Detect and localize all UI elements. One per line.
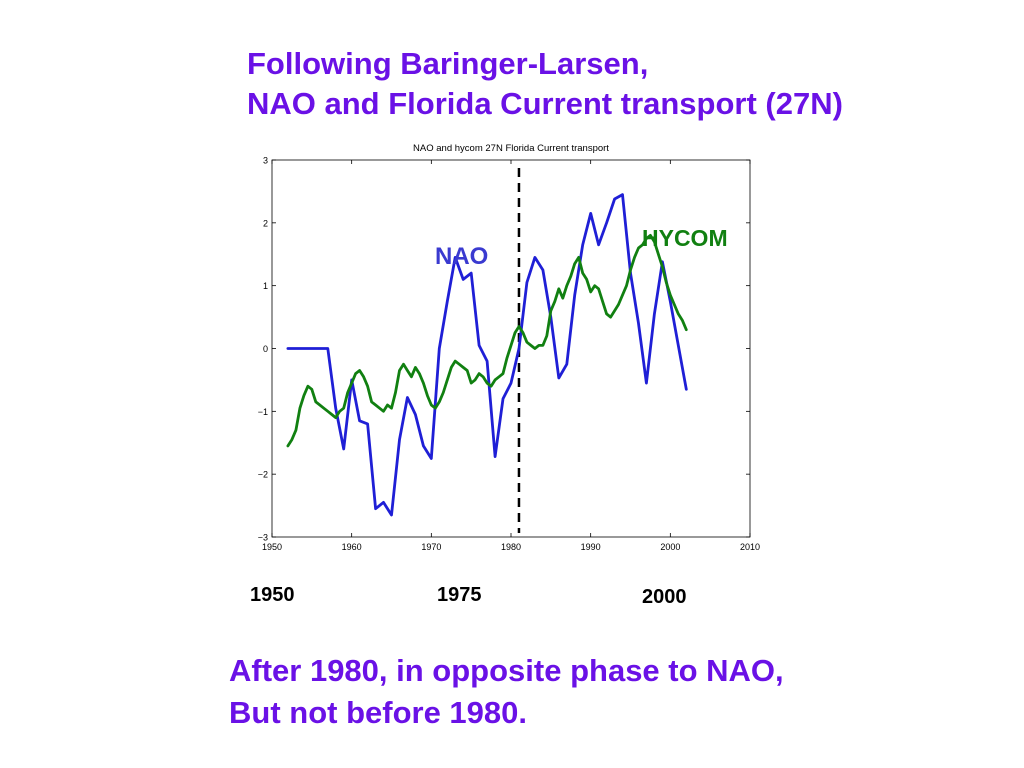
y-tick-label: −3 xyxy=(258,533,268,543)
series-line-hycom xyxy=(286,233,688,448)
series-annotation-hycom: HYCOM xyxy=(642,225,728,251)
series-line-nao xyxy=(286,193,688,517)
x-tick-label: 1960 xyxy=(342,542,362,552)
y-tick-label: −1 xyxy=(258,407,268,417)
footer-line1: After 1980, in opposite phase to NAO, xyxy=(229,653,784,688)
slide-title: Following Baringer-Larsen, NAO and Flori… xyxy=(247,44,843,124)
y-tick-label: 1 xyxy=(263,281,268,291)
x-tick-label: 1970 xyxy=(421,542,441,552)
slide-footer: After 1980, in opposite phase to NAO, Bu… xyxy=(229,650,784,734)
x-tick-label: 2010 xyxy=(740,542,760,552)
y-tick-label: 0 xyxy=(263,344,268,354)
year-label-1975: 1975 xyxy=(437,584,482,606)
y-tick-label: 3 xyxy=(263,156,268,166)
x-tick-label: 1950 xyxy=(262,542,282,552)
y-tick-label: 2 xyxy=(263,218,268,228)
footer-line2: But not before 1980. xyxy=(229,695,527,730)
slide-title-line1: Following Baringer-Larsen, xyxy=(247,46,649,81)
year-label-2000: 2000 xyxy=(642,586,687,608)
x-tick-label: 2000 xyxy=(660,542,680,552)
y-tick-label: −2 xyxy=(258,470,268,480)
x-tick-label: 1980 xyxy=(501,542,521,552)
slide-title-line2: NAO and Florida Current transport (27N) xyxy=(247,86,843,121)
chart-title: NAO and hycom 27N Florida Current transp… xyxy=(413,143,609,154)
series-annotation-nao: NAO xyxy=(435,243,488,270)
x-tick-label: 1990 xyxy=(581,542,601,552)
year-label-1950: 1950 xyxy=(250,584,295,606)
